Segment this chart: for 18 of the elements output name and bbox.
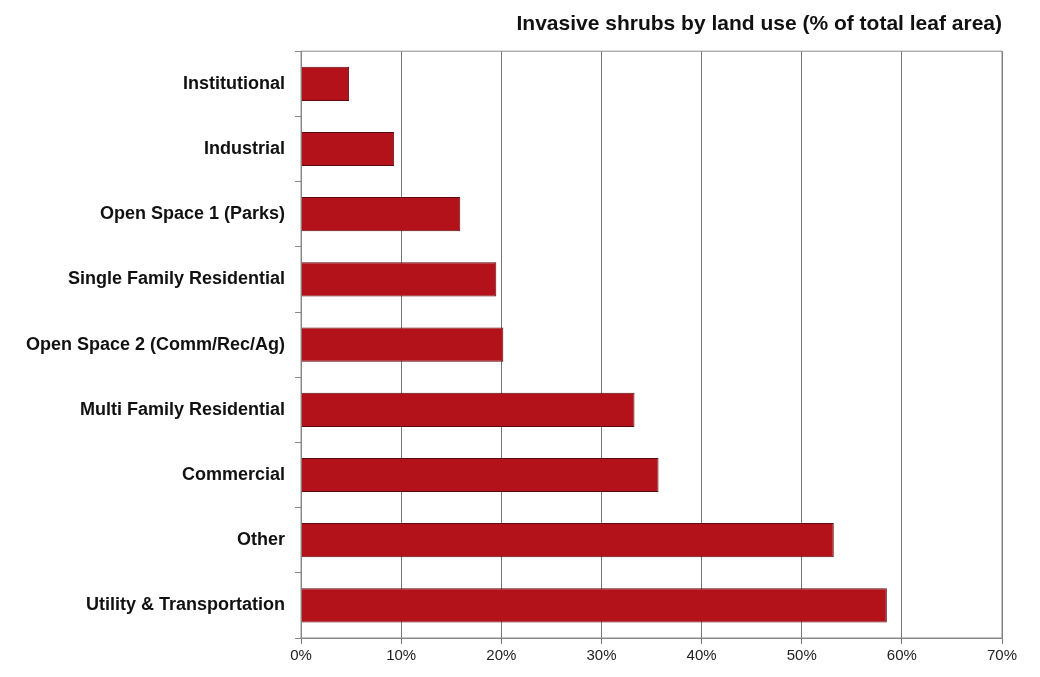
x-tick-label: 70% <box>986 646 1018 664</box>
x-tick-label: 30% <box>586 646 617 664</box>
y-tick-label: Other <box>237 529 286 550</box>
x-tick-label: 50% <box>786 646 817 664</box>
y-tick-label: Multi Family Residential <box>80 398 286 419</box>
y-tick-label: Commercial <box>182 463 286 484</box>
x-tick-label: 10% <box>386 646 417 664</box>
y-tick-label: Institutional <box>183 72 286 93</box>
y-tick-label: Utility & Transportation <box>86 594 286 615</box>
y-tick-label: Open Space 1 (Parks) <box>99 203 286 224</box>
x-tick-label: 0% <box>290 646 312 664</box>
x-tick-label: 40% <box>686 646 717 664</box>
y-tick-label: Industrial <box>204 137 286 158</box>
y-tick-label: Single Family Residential <box>67 268 286 289</box>
x-tick-label: 60% <box>886 646 917 664</box>
x-tick-label: 20% <box>486 646 517 664</box>
chart-title: Invasive shrubs by land use (% of total leaf area) <box>516 11 1002 35</box>
y-tick-label: Open Space 2 (Comm/Rec/Ag) <box>26 333 286 354</box>
